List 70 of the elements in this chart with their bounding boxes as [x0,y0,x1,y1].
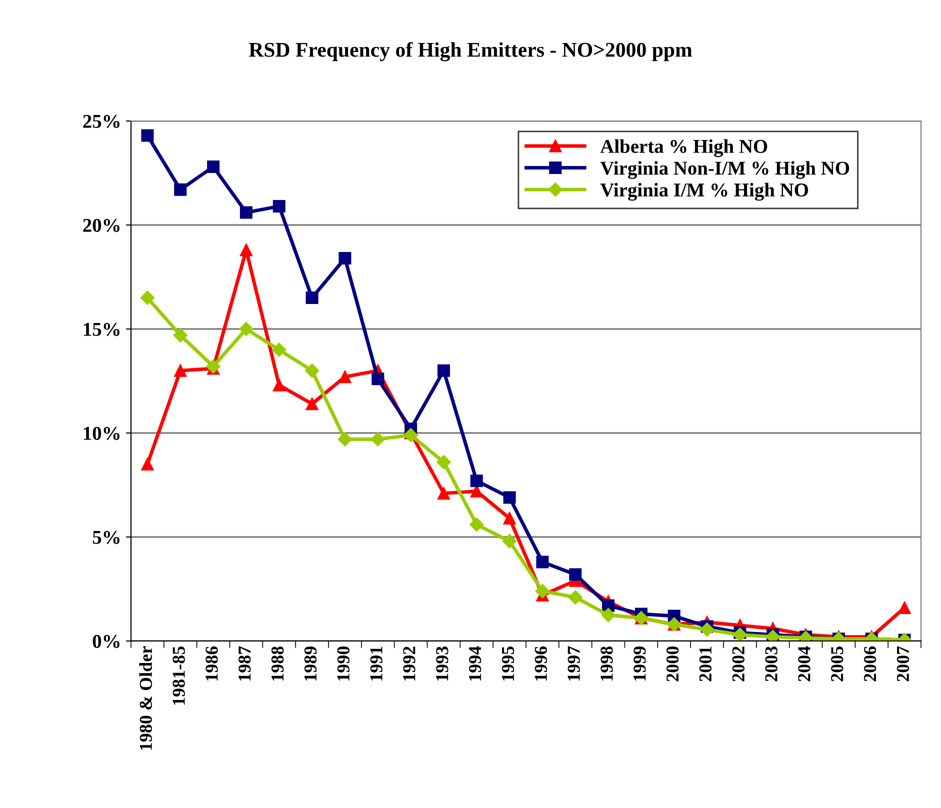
legend-label: Virginia Non-I/M % High NO [600,161,850,179]
y-tick-label: 0% [92,634,120,648]
point [272,200,286,213]
point [239,322,254,336]
point [141,129,154,142]
x-tick-label: 2000 [666,646,679,682]
point [240,244,252,256]
point [272,342,286,357]
point [502,534,517,548]
x-tick-label: 2006 [864,646,876,682]
legend-label: Alberta % High NO [600,139,768,158]
point [306,292,318,304]
point [437,487,450,500]
x-tick-label: 1994 [469,646,482,681]
point [338,252,352,265]
x-tick-label: 2001 [699,646,712,682]
y-tick-label: 20% [83,218,120,232]
x-tick-label: 1981-85 [172,646,185,705]
point [436,455,451,470]
y-tick-label: 10% [84,426,120,440]
point [304,364,320,378]
point [240,206,252,219]
point [338,370,352,384]
x-tick-label: 1988 [271,646,284,681]
x-tick-label: 1980 & Older [139,646,152,750]
point [470,517,484,532]
legend-label: Virginia I/M % High NO [600,182,808,201]
x-tick-label: 1996 [534,646,547,681]
point [140,290,155,305]
point [174,183,187,196]
point [503,491,516,504]
point [272,378,286,392]
point [338,432,352,446]
point [503,512,516,525]
x-tick-label: 2004 [798,646,810,682]
point [470,474,483,488]
point [173,328,188,342]
y-tick-label: 25% [83,114,120,128]
point [568,590,582,604]
point [437,364,450,377]
point [404,428,418,442]
y-tick-label: 5% [92,530,120,544]
point [174,364,187,377]
x-tick-label: 1989 [304,646,317,681]
y-tick-label: 15% [84,322,120,336]
point [370,432,385,446]
point [207,160,220,174]
x-tick-label: 1999 [634,646,646,681]
x-tick-label: 1992 [403,646,416,681]
point [700,622,714,637]
x-tick-label: 2002 [732,646,744,682]
x-tick-label: 2007 [896,646,910,682]
x-tick-label: 1997 [568,646,580,681]
point [569,568,582,581]
x-tick-label: 1993 [436,646,448,681]
point [306,398,318,410]
point [536,556,549,568]
x-tick-label: 1995 [502,646,514,681]
x-tick-label: 1998 [600,646,613,681]
x-tick-label: 2005 [831,646,844,682]
x-tick-label: 2003 [765,646,778,682]
point [372,372,384,386]
point [141,458,154,470]
point [535,584,550,598]
chart-title: RSD Frequency of High Emitters - NO>2000 ppm [248,42,692,62]
x-tick-label: 1991 [370,646,382,681]
x-tick-label: 1986 [206,646,218,681]
point [601,608,616,622]
x-tick-label: 1987 [238,646,251,681]
x-tick-label: 1990 [337,646,350,681]
